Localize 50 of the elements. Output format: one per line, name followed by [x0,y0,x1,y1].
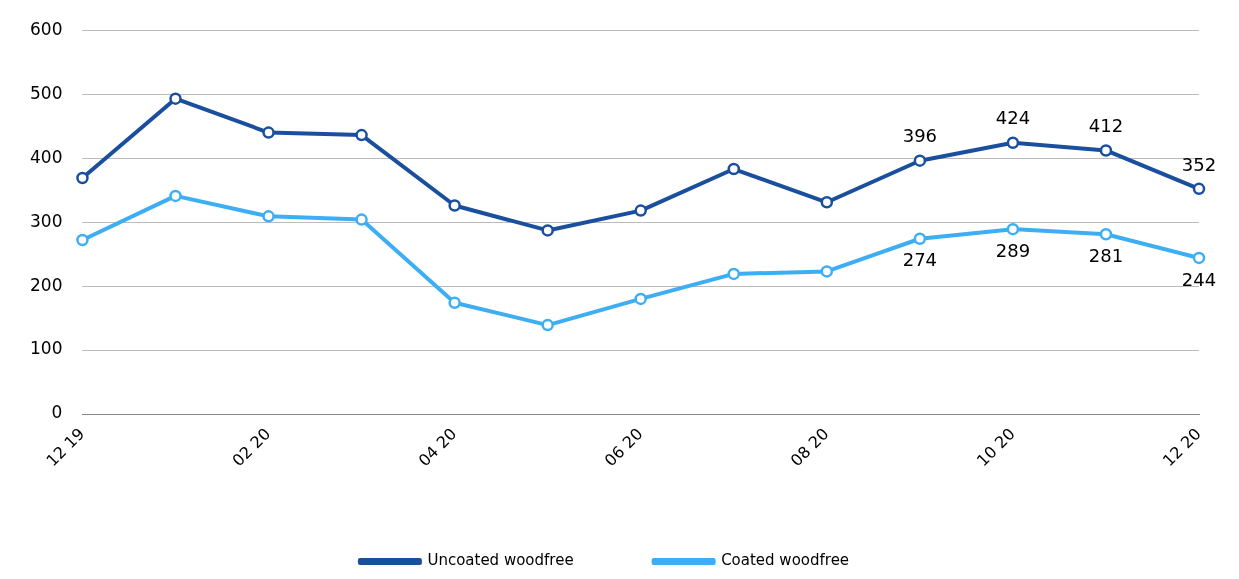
y-tick-label: 200 [29,274,63,295]
point [355,213,368,226]
point [1192,182,1206,196]
data-label: 289 [995,239,1031,261]
y-tick-label: 300 [29,210,63,231]
point [262,126,275,139]
point [634,204,647,217]
data-label: 424 [995,107,1031,129]
data-label: 412 [1088,115,1124,137]
point [541,224,554,237]
point [448,199,461,212]
data-label: 274 [902,249,938,271]
point [169,92,182,105]
point [1099,144,1113,157]
x-tick-label: 06 20 [600,424,647,470]
point [1006,222,1020,236]
point [727,162,741,176]
y-tick-label: 0 [51,402,63,423]
x-tick-label: 12 20 [1158,424,1205,470]
point [634,292,647,306]
point [355,128,368,142]
point [820,265,834,278]
point [820,196,834,209]
legend-label: Uncoated woodfree [427,551,574,570]
point [1099,228,1113,241]
point [913,154,927,167]
point [262,210,275,223]
data-label: 244 [1181,268,1217,290]
point [913,232,927,245]
data-label: 396 [902,125,938,147]
data-label: 281 [1088,244,1124,266]
point [541,318,554,332]
point [448,296,461,309]
y-tick-label: 100 [29,338,63,359]
point [76,171,89,185]
x-tick-label: 08 20 [786,424,833,470]
legend-label: Coated woodfree [721,551,850,570]
y-tick-label: 600 [29,18,63,39]
point [727,267,741,281]
y-tick-label: 400 [29,146,63,167]
point [76,233,89,247]
point [1006,136,1020,150]
y-tick-label: 500 [29,82,63,103]
x-tick-label: 10 20 [972,424,1019,470]
x-tick-label: 02 20 [228,424,275,470]
x-tick-label: 04 20 [414,424,461,470]
x-tick-label: 12 19 [42,424,89,470]
point [1192,251,1206,265]
point [169,189,182,203]
data-label: 352 [1181,153,1217,175]
